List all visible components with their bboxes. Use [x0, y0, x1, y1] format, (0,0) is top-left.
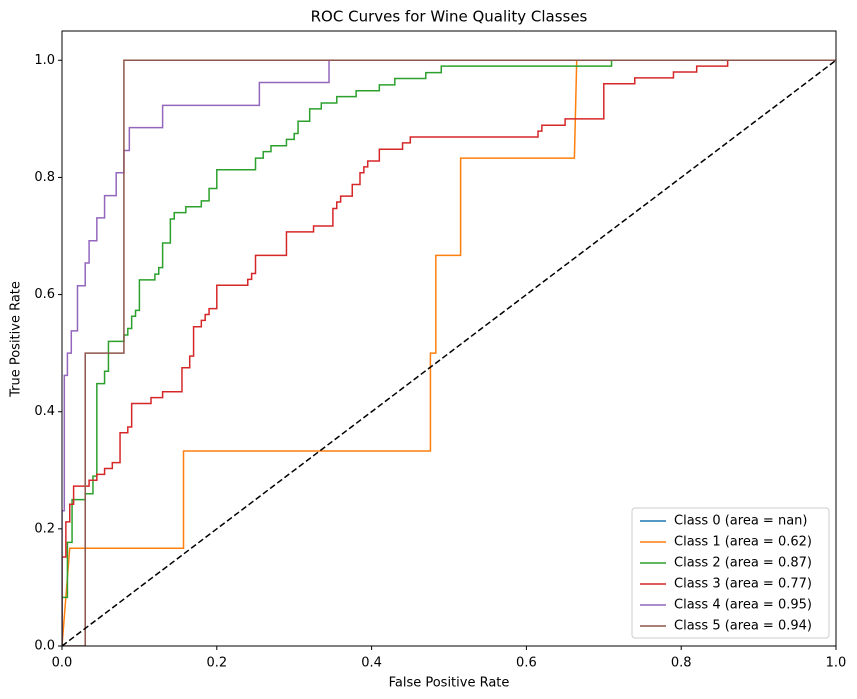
y-tick-label: 0.2: [34, 521, 55, 536]
y-tick-label: 0.0: [34, 639, 55, 654]
legend-label: Class 0 (area = nan): [674, 514, 807, 529]
x-axis-label: False Positive Rate: [389, 676, 510, 691]
y-tick-label: 1.0: [34, 53, 55, 68]
legend-label: Class 2 (area = 0.87): [674, 556, 812, 571]
roc-curve: [62, 59, 836, 646]
x-tick-label: 0.4: [361, 656, 382, 671]
roc-curve: [62, 59, 836, 646]
plot-frame: [61, 30, 837, 647]
y-tick-label: 0.8: [34, 170, 55, 185]
legend-label: Class 5 (area = 0.94): [674, 619, 812, 634]
legend-label: Class 1 (area = 0.62): [674, 535, 812, 550]
legend-box: [631, 507, 830, 639]
x-tick-label: 1.0: [826, 656, 847, 671]
chart-title: ROC Curves for Wine Quality Classes: [311, 8, 588, 26]
roc-curve: [62, 59, 836, 646]
y-tick-label: 0.4: [34, 404, 55, 419]
x-tick-label: 0.0: [52, 656, 73, 671]
y-axis-label: True Positive Rate: [9, 281, 24, 398]
roc-curve: [62, 59, 836, 646]
legend-label: Class 3 (area = 0.77): [674, 577, 812, 592]
x-tick-label: 0.6: [516, 656, 537, 671]
y-tick-label: 0.6: [34, 287, 55, 302]
legend-label: Class 4 (area = 0.95): [674, 598, 812, 613]
x-tick-label: 0.2: [206, 656, 227, 671]
roc-curve: [62, 59, 836, 646]
x-tick-label: 0.8: [671, 656, 692, 671]
